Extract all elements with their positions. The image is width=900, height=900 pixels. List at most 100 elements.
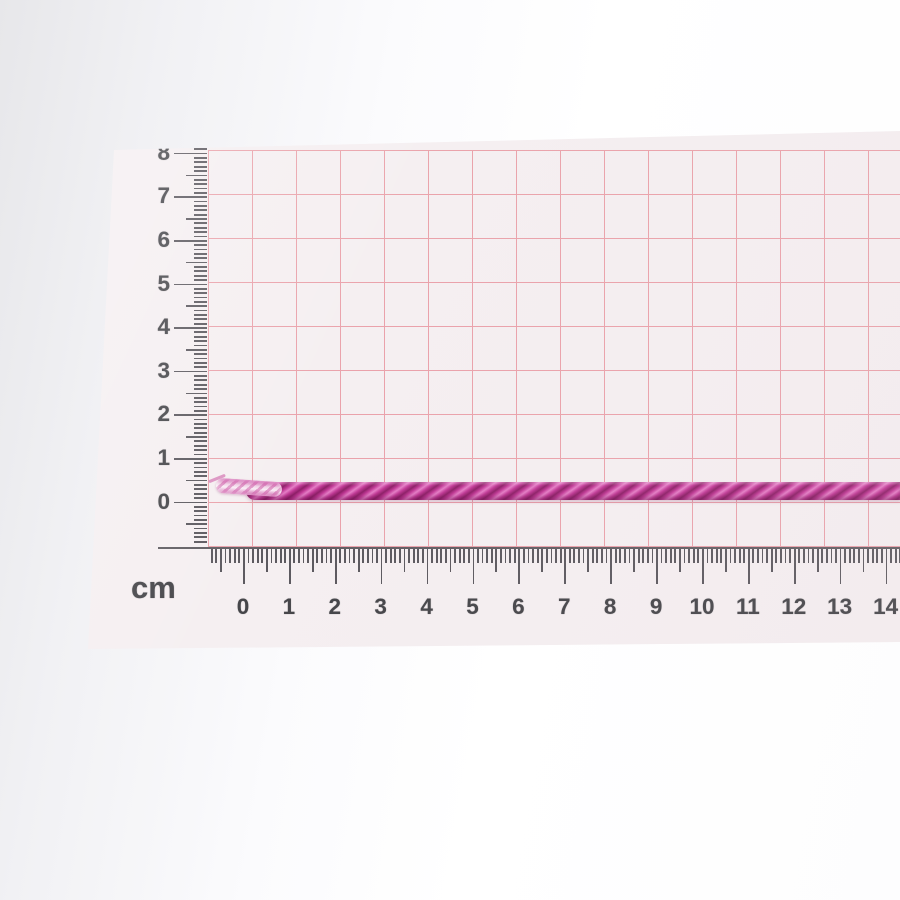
h-ruler-tick	[339, 549, 342, 563]
h-ruler-tick	[802, 549, 805, 563]
h-ruler-tick	[284, 549, 287, 563]
h-ruler-tick	[550, 549, 553, 563]
h-ruler-tick	[481, 549, 484, 563]
h-ruler-tick	[486, 549, 489, 563]
h-ruler-tick	[853, 549, 856, 563]
v-ruler-tick	[194, 488, 207, 491]
h-ruler-tick	[674, 549, 677, 563]
h-ruler-tick	[775, 549, 778, 563]
v-ruler-tick	[194, 183, 207, 186]
h-ruler-tick	[812, 549, 814, 563]
h-ruler-tick	[582, 549, 585, 563]
h-ruler-tick	[642, 549, 645, 563]
v-ruler-tick	[194, 379, 207, 382]
h-ruler-tick	[371, 549, 374, 563]
h-ruler-tick	[500, 549, 502, 563]
h-ruler-tick	[766, 549, 769, 563]
h-ruler-tick	[614, 549, 617, 563]
v-ruler-tick	[186, 392, 207, 395]
h-ruler-tick	[311, 549, 314, 572]
h-ruler-tick	[738, 549, 741, 563]
h-ruler-tick	[871, 549, 874, 563]
h-ruler-tick	[628, 549, 631, 563]
h-ruler-tick	[224, 549, 227, 563]
v-ruler-tick	[194, 514, 207, 517]
h-ruler-tick	[665, 549, 668, 563]
h-ruler-tick	[522, 549, 525, 563]
h-ruler-tick	[706, 549, 709, 563]
v-ruler-tick	[194, 540, 207, 543]
h-ruler-tick	[288, 549, 291, 584]
v-ruler-tick	[194, 532, 207, 534]
h-ruler-tick	[467, 549, 470, 563]
v-ruler-tick	[194, 157, 207, 159]
h-ruler-tick	[784, 549, 787, 563]
h-ruler-tick	[422, 549, 424, 563]
h-ruler-tick	[330, 549, 332, 563]
h-ruler-tick	[656, 549, 658, 584]
h-ruler-tick	[270, 549, 273, 563]
h-ruler-tick	[298, 549, 300, 563]
h-ruler-tick	[412, 549, 415, 563]
h-ruler-tick	[555, 549, 557, 563]
v-ruler-tick	[194, 161, 207, 164]
h-ruler-tick	[431, 549, 433, 563]
h-ruler-label: 11	[736, 594, 760, 620]
h-ruler-tick	[389, 549, 392, 563]
v-ruler-tick	[194, 148, 207, 151]
v-ruler-tick	[194, 536, 207, 539]
h-ruler-label: 6	[512, 594, 525, 620]
v-ruler-tick	[194, 444, 207, 447]
v-ruler-tick	[194, 213, 207, 216]
h-ruler-tick	[220, 549, 222, 572]
h-ruler-tick	[325, 549, 328, 563]
v-ruler-tick	[194, 209, 207, 212]
h-ruler-tick	[564, 549, 567, 584]
h-ruler-tick	[343, 549, 346, 563]
v-ruler-tick	[194, 388, 207, 390]
h-ruler-tick	[692, 549, 695, 563]
v-ruler-tick	[186, 174, 207, 177]
h-ruler-tick	[458, 549, 461, 563]
h-ruler-tick	[440, 549, 443, 563]
v-ruler-tick	[186, 523, 207, 526]
v-ruler-tick	[194, 178, 207, 181]
v-ruler-tick	[194, 191, 207, 194]
v-ruler-tick	[194, 453, 207, 456]
h-ruler-tick	[568, 549, 571, 563]
h-ruler-label: 13	[827, 594, 852, 620]
v-ruler-tick	[194, 318, 207, 321]
ruler-unit-label: cm	[131, 570, 176, 606]
measured-cord	[246, 482, 900, 500]
h-ruler-tick	[848, 549, 851, 563]
v-ruler-tick	[174, 501, 207, 504]
v-ruler-tick	[194, 375, 207, 377]
h-ruler-label: 1	[283, 594, 296, 620]
v-ruler-tick	[194, 518, 207, 521]
h-ruler-tick	[623, 549, 626, 563]
h-ruler-tick	[513, 549, 516, 563]
h-ruler-label: 12	[781, 594, 806, 620]
v-ruler-tick	[174, 239, 207, 242]
v-ruler-tick	[174, 370, 207, 373]
h-ruler-tick	[376, 549, 378, 563]
v-ruler-label: 4	[126, 314, 170, 340]
h-ruler-label: 8	[604, 594, 617, 620]
v-ruler-tick	[194, 449, 207, 451]
h-ruler-tick	[454, 549, 456, 563]
v-ruler-tick	[194, 143, 207, 146]
h-ruler-tick	[839, 549, 842, 584]
v-ruler-label: 0	[126, 489, 170, 515]
h-ruler-tick	[711, 549, 713, 563]
v-ruler-tick	[194, 139, 207, 142]
h-ruler-tick	[660, 549, 663, 563]
h-ruler-tick	[601, 549, 603, 563]
h-ruler-tick	[697, 549, 700, 563]
h-ruler-tick	[316, 549, 319, 563]
h-ruler-tick	[527, 549, 530, 563]
v-ruler-tick	[174, 152, 207, 155]
v-ruler-tick	[194, 279, 207, 281]
h-ruler-tick	[780, 549, 782, 563]
v-ruler-tick	[194, 205, 207, 207]
h-ruler-tick	[816, 549, 819, 572]
